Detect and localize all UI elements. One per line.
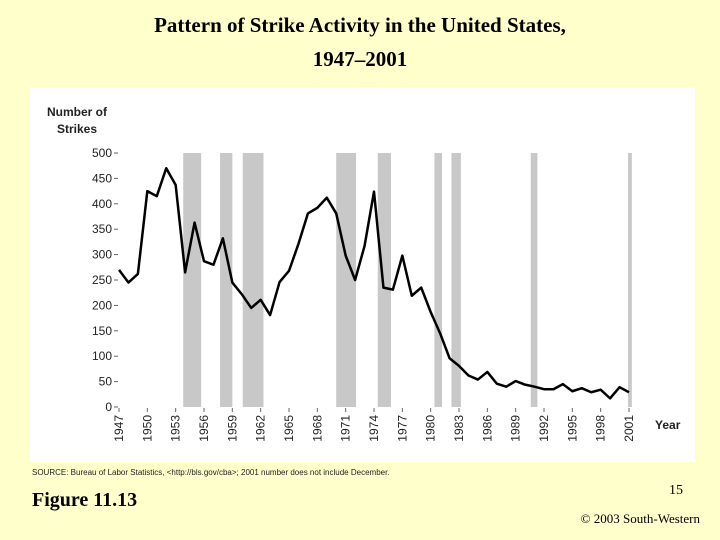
chart-title: Pattern of Strike Activity in the United… [154, 13, 566, 37]
x-tick-label: 1965 [282, 415, 296, 442]
figure-label: Figure 11.13 [32, 489, 137, 511]
x-tick-label: 1959 [225, 415, 239, 442]
shaded-period [451, 153, 461, 407]
copyright: © 2003 South-Western [581, 511, 701, 526]
x-tick-label: 1947 [112, 415, 126, 442]
x-tick-label: 1971 [339, 415, 353, 442]
x-tick-label: 1986 [480, 415, 494, 442]
x-tick-label: 1998 [594, 415, 608, 442]
shaded-period [336, 153, 357, 407]
shaded-period [628, 153, 632, 407]
y-tick-label: 0 [105, 400, 112, 414]
y-axis-label: Number of [47, 105, 108, 119]
x-tick-label: 1995 [565, 415, 579, 442]
source-note: SOURCE: Bureau of Labor Statistics, <htt… [32, 468, 390, 477]
y-tick-label: 250 [92, 273, 112, 287]
shaded-period [530, 153, 538, 407]
y-tick-label: 150 [92, 324, 112, 338]
shaded-period [377, 153, 391, 407]
y-tick-label: 50 [99, 375, 113, 389]
y-tick-label: 300 [92, 248, 112, 262]
chart-panel [30, 87, 695, 462]
y-tick-label: 350 [92, 222, 112, 236]
x-tick-label: 2001 [622, 415, 636, 442]
x-tick-label: 1983 [452, 415, 466, 442]
plot-area: 0 50 100 150 200 250 300 350 400 450 500 1947 1950 19… [92, 146, 636, 442]
y-tick-label: 100 [92, 349, 112, 363]
y-axis-label: Strikes [57, 122, 97, 136]
shaded-period [434, 153, 442, 407]
shaded-period [220, 153, 233, 407]
x-tick-label: 1953 [169, 415, 183, 442]
data-line [117, 166, 630, 400]
page-number: 15 [669, 483, 683, 498]
x-tick-label: 1956 [197, 415, 211, 442]
x-tick-label: 1992 [537, 415, 551, 442]
chart-title: 1947–2001 [313, 47, 408, 71]
x-tick-label: 1977 [395, 415, 409, 442]
x-tick-label: 1962 [254, 415, 268, 442]
shaded-period [242, 153, 264, 407]
x-tick-label: 1968 [310, 415, 324, 442]
x-axis-label: Year [655, 418, 681, 432]
x-tick-label: 1980 [424, 415, 438, 442]
x-tick-label: 1974 [367, 415, 381, 442]
y-tick-label: 400 [92, 197, 112, 211]
x-tick-label: 1989 [509, 415, 523, 442]
shaded-period [183, 153, 202, 407]
y-tick-label: 450 [92, 171, 112, 185]
y-tick-label: 500 [92, 146, 112, 160]
x-tick-label: 1950 [140, 415, 154, 442]
y-tick-label: 200 [92, 298, 112, 312]
